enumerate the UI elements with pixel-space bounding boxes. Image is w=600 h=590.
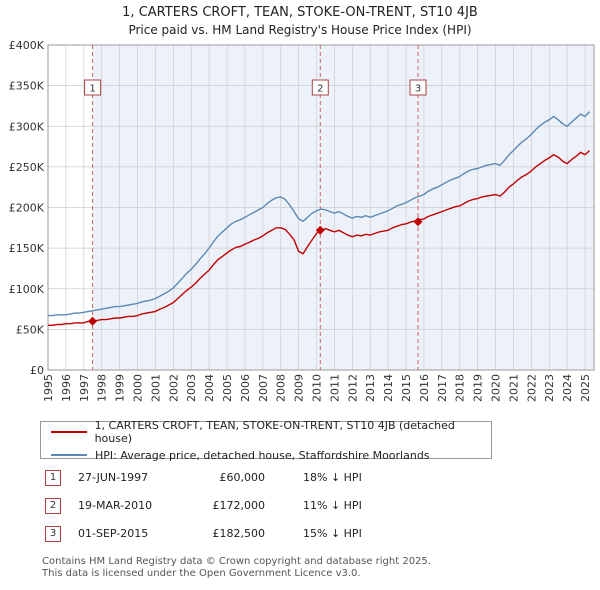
legend-label: HPI: Average price, detached house, Staf… [95,448,430,462]
svg-text:2023: 2023 [543,374,556,402]
svg-text:2021: 2021 [507,374,520,402]
svg-text:2004: 2004 [203,374,216,402]
svg-text:£150K: £150K [9,242,45,255]
sale-hpi-delta: 18% ↓ HPI [303,471,362,484]
svg-text:2012: 2012 [346,374,359,402]
svg-text:2024: 2024 [561,374,574,402]
svg-text:2019: 2019 [472,374,485,402]
svg-text:2000: 2000 [132,374,145,402]
legend-item-price-paid: 1, CARTERS CROFT, TEAN, STOKE-ON-TRENT, … [51,419,491,445]
svg-text:£200K: £200K [9,202,45,215]
svg-text:2001: 2001 [149,374,162,402]
sale-number-badge: 3 [45,526,61,542]
svg-text:2020: 2020 [490,374,503,402]
licence-notice: This data is licensed under the Open Gov… [42,568,361,579]
sale-price: £182,500 [212,527,266,540]
svg-text:2003: 2003 [185,374,198,402]
svg-text:2013: 2013 [364,374,377,402]
chart-legend: 1, CARTERS CROFT, TEAN, STOKE-ON-TRENT, … [40,419,492,462]
copyright-notice: Contains HM Land Registry data © Crown c… [42,556,431,567]
svg-text:2008: 2008 [275,374,288,402]
svg-text:2009: 2009 [293,374,306,402]
legend-item-hpi: HPI: Average price, detached house, Staf… [51,449,491,462]
svg-text:2: 2 [317,84,323,95]
hpi-line-swatch [51,454,87,456]
svg-text:1998: 1998 [96,374,109,402]
svg-text:£0: £0 [30,364,44,377]
svg-text:2007: 2007 [257,374,270,402]
svg-text:1: 1 [89,84,95,95]
sale-date: 27-JUN-1997 [78,471,149,484]
sale-price: £172,000 [212,499,266,512]
svg-text:2010: 2010 [311,374,324,402]
sale-date: 01-SEP-2015 [78,527,149,540]
svg-text:2014: 2014 [382,374,395,402]
page-title: 1, CARTERS CROFT, TEAN, STOKE-ON-TRENT, … [122,5,478,20]
sale-row-1: 1 27-JUN-1997 £60,000 18% ↓ HPI [0,470,600,490]
page-subtitle: Price paid vs. HM Land Registry's House … [128,23,472,37]
legend-label: 1, CARTERS CROFT, TEAN, STOKE-ON-TRENT, … [94,418,455,445]
svg-text:£350K: £350K [9,80,45,93]
svg-text:£100K: £100K [9,283,45,296]
sale-hpi-delta: 15% ↓ HPI [303,527,362,540]
sale-row-2: 2 19-MAR-2010 £172,000 11% ↓ HPI [0,498,600,518]
svg-text:£300K: £300K [9,120,45,133]
svg-text:£400K: £400K [9,39,45,52]
svg-text:£250K: £250K [9,161,45,174]
svg-text:2006: 2006 [239,374,252,402]
svg-text:2005: 2005 [221,374,234,402]
svg-text:1995: 1995 [42,374,55,402]
svg-text:2011: 2011 [328,374,341,402]
svg-text:2016: 2016 [418,374,431,402]
sale-number-badge: 2 [45,498,61,514]
svg-text:2018: 2018 [454,374,467,402]
svg-text:1997: 1997 [78,374,91,402]
svg-text:2015: 2015 [400,374,413,402]
sale-number-badge: 1 [45,470,61,486]
price-history-chart: 1 2 3 £0 £50K £100K £150K £200K £250K £300K £350K £… [9,39,595,402]
svg-text:3: 3 [415,84,421,95]
sale-price: £60,000 [219,471,266,484]
svg-text:2002: 2002 [167,374,180,402]
price-paid-line-swatch [51,430,87,433]
svg-text:2025: 2025 [579,374,592,402]
svg-text:2017: 2017 [436,374,449,402]
sale-hpi-delta: 11% ↓ HPI [303,499,362,512]
svg-text:2022: 2022 [525,374,538,402]
svg-text:£50K: £50K [16,323,45,336]
svg-text:1999: 1999 [114,374,127,402]
svg-text:1996: 1996 [60,374,73,402]
sale-row-3: 3 01-SEP-2015 £182,500 15% ↓ HPI [0,526,600,546]
sale-date: 19-MAR-2010 [78,499,153,512]
